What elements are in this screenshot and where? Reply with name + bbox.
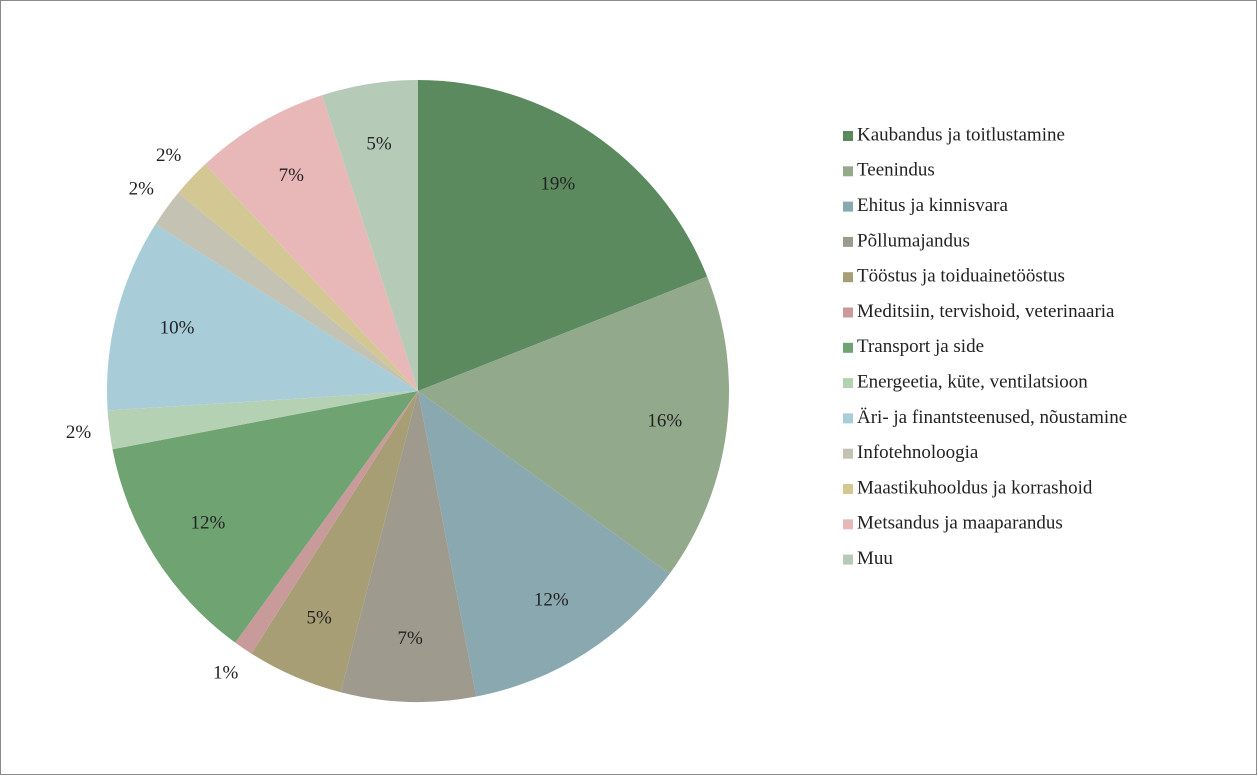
legend-swatch — [843, 201, 853, 212]
data-label: 1% — [213, 662, 239, 683]
legend-label: Ehitus ja kinnisvara — [857, 195, 1008, 216]
pie-slice — [340, 391, 477, 702]
legend-swatch — [843, 554, 853, 565]
legend-swatch — [843, 378, 853, 389]
data-label: 2% — [156, 145, 182, 166]
legend-label: Teenindus — [857, 160, 935, 181]
pie-slice — [251, 391, 418, 693]
legend-label: Infotehnoloogia — [857, 442, 979, 463]
legend-label: Äri- ja finantsteenused, nõustamine — [857, 407, 1127, 428]
legend-label: Maastikuhooldus ja korrashoid — [857, 477, 1093, 498]
legend-swatch — [843, 342, 853, 353]
legend-label: Muu — [857, 548, 893, 569]
data-label: 12% — [191, 513, 226, 534]
legend-swatch — [843, 307, 853, 318]
pie-slice — [321, 80, 418, 391]
data-label: 10% — [160, 317, 195, 338]
data-label: 7% — [398, 628, 424, 649]
pie-slice — [205, 95, 418, 391]
legend-swatch — [843, 448, 853, 459]
pie-slice — [107, 391, 419, 450]
pie-slice — [418, 276, 729, 574]
data-label: 16% — [647, 411, 682, 432]
legend-label: Põllumajandus — [857, 230, 970, 251]
data-label: 5% — [366, 134, 392, 155]
data-label: 7% — [279, 165, 305, 186]
pie-slice — [418, 391, 670, 697]
legend-label: Meditsiin, tervishoid, veterinaaria — [857, 301, 1115, 322]
legend-swatch — [843, 166, 853, 177]
pie-slice — [155, 192, 419, 391]
pie-slice — [235, 391, 418, 654]
legend-swatch — [843, 413, 853, 424]
pie-slice — [107, 224, 418, 411]
legend-swatch — [843, 484, 853, 494]
data-label: 12% — [534, 589, 569, 610]
legend-label: Metsandus ja maaparandus — [857, 513, 1063, 534]
data-label: 2% — [129, 178, 155, 199]
data-label: 2% — [66, 422, 92, 443]
legend-swatch — [843, 131, 853, 141]
data-label: 5% — [307, 608, 333, 629]
legend-label: Transport ja side — [857, 336, 984, 357]
legend-label: Kaubandus ja toitlustamine — [857, 124, 1065, 145]
legend-swatch — [843, 272, 853, 283]
pie-slice — [418, 80, 708, 391]
pie-slice — [112, 391, 418, 643]
legend-swatch — [843, 236, 853, 247]
data-label: 19% — [540, 174, 575, 195]
legend-label: Energeetia, küte, ventilatsioon — [857, 371, 1088, 392]
legend-swatch — [843, 519, 853, 530]
legend-label: Tööstus ja toiduainetööstus — [857, 266, 1065, 287]
pie-slice — [178, 164, 418, 391]
